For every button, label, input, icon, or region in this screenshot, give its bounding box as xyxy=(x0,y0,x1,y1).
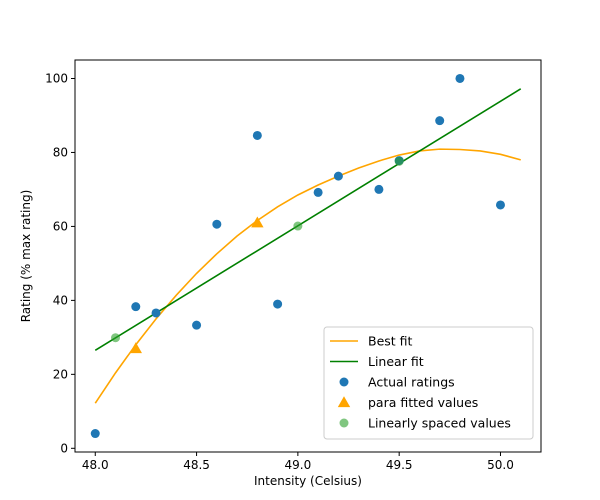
legend: Best fit Linear fit Actual ratings para fit… xyxy=(323,326,534,440)
x-tick-label: 48.0 xyxy=(82,458,109,472)
actual-rating-point xyxy=(313,187,323,197)
actual-rating-point xyxy=(192,320,202,330)
actual-rating-point xyxy=(131,302,141,312)
para-fitted-point xyxy=(251,216,264,228)
x-axis-ticks: 48.0 48.5 49.0 49.5 50.0 xyxy=(82,452,514,472)
actual-rating-point xyxy=(212,219,222,229)
x-tick-label: 48.5 xyxy=(183,458,210,472)
actual-rating-point xyxy=(273,299,283,309)
linearly-spaced-point xyxy=(394,156,404,166)
x-tick-label: 49.0 xyxy=(285,458,312,472)
plot-frame xyxy=(74,59,542,453)
actual-rating-point xyxy=(435,116,445,126)
chart-lines xyxy=(94,88,522,404)
legend-marker-swatch xyxy=(337,396,351,408)
y-tick-label: 80 xyxy=(53,145,68,159)
actual-rating-point xyxy=(495,200,505,210)
actual-rating-point xyxy=(252,130,262,140)
actual-rating-point xyxy=(90,429,100,439)
para-fitted-point xyxy=(129,342,142,354)
legend-frame xyxy=(323,326,534,440)
x-tick-label: 49.5 xyxy=(386,458,413,472)
actual-rating-point xyxy=(374,184,384,194)
x-axis-label: Intensity (Celsius) xyxy=(254,474,362,488)
legend-label: Linearly spaced values xyxy=(368,416,511,431)
actual-rating-point xyxy=(455,73,465,83)
legend-label: para fitted values xyxy=(368,395,478,410)
legend-label: Best fit xyxy=(368,334,413,349)
x-tick-label: 50.0 xyxy=(487,458,514,472)
actual-rating-point xyxy=(333,171,343,181)
y-tick-label: 40 xyxy=(53,293,68,307)
legend-marker-swatch xyxy=(339,377,349,387)
linearly-spaced-point xyxy=(293,221,303,231)
actual-rating-point xyxy=(151,308,161,318)
y-tick-label: 0 xyxy=(60,441,68,455)
y-axis-label: Rating (% max rating) xyxy=(19,190,33,323)
y-axis-ticks: 0 20 40 60 80 100 xyxy=(45,71,75,455)
linearly-spaced-point xyxy=(111,333,121,343)
y-tick-label: 60 xyxy=(53,219,68,233)
linear-fit-line xyxy=(94,88,522,351)
chart-points xyxy=(90,73,505,439)
y-tick-label: 100 xyxy=(45,71,68,85)
legend-label: Linear fit xyxy=(368,354,424,369)
legend-label: Actual ratings xyxy=(368,375,455,390)
y-tick-label: 20 xyxy=(53,367,68,381)
legend-marker-swatch xyxy=(339,418,349,428)
